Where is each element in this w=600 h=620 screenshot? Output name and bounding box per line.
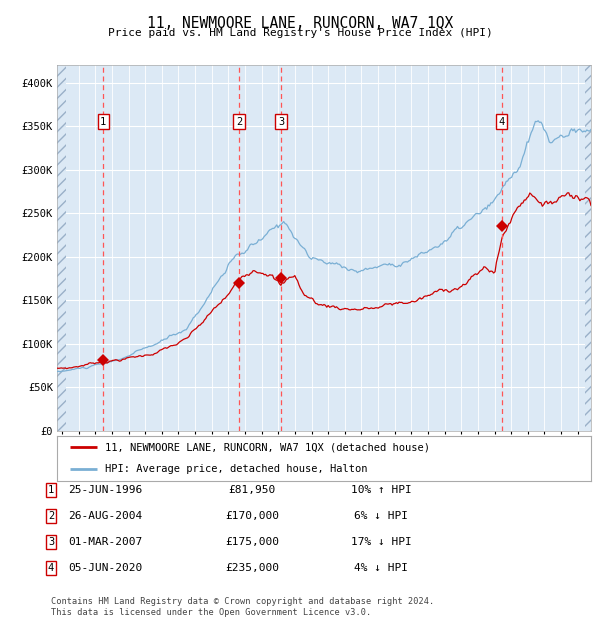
Text: Price paid vs. HM Land Registry's House Price Index (HPI): Price paid vs. HM Land Registry's House …	[107, 28, 493, 38]
Text: 1: 1	[100, 117, 106, 126]
Text: £235,000: £235,000	[225, 563, 279, 573]
Text: 01-MAR-2007: 01-MAR-2007	[68, 537, 142, 547]
Text: 11, NEWMOORE LANE, RUNCORN, WA7 1QX: 11, NEWMOORE LANE, RUNCORN, WA7 1QX	[147, 16, 453, 30]
Text: 10% ↑ HPI: 10% ↑ HPI	[350, 485, 412, 495]
Text: 4% ↓ HPI: 4% ↓ HPI	[354, 563, 408, 573]
Text: 17% ↓ HPI: 17% ↓ HPI	[350, 537, 412, 547]
Text: 11, NEWMOORE LANE, RUNCORN, WA7 1QX (detached house): 11, NEWMOORE LANE, RUNCORN, WA7 1QX (det…	[105, 442, 430, 452]
Text: 6% ↓ HPI: 6% ↓ HPI	[354, 511, 408, 521]
Text: HPI: Average price, detached house, Halton: HPI: Average price, detached house, Halt…	[105, 464, 368, 474]
Text: 4: 4	[48, 563, 54, 573]
Text: £170,000: £170,000	[225, 511, 279, 521]
Text: 3: 3	[48, 537, 54, 547]
Text: 2: 2	[48, 511, 54, 521]
Text: £175,000: £175,000	[225, 537, 279, 547]
Text: Contains HM Land Registry data © Crown copyright and database right 2024.
This d: Contains HM Land Registry data © Crown c…	[51, 598, 434, 617]
Text: 3: 3	[278, 117, 284, 126]
Text: 2: 2	[236, 117, 242, 126]
Text: £81,950: £81,950	[229, 485, 275, 495]
Bar	[57, 65, 66, 431]
Text: 1: 1	[48, 485, 54, 495]
Text: 4: 4	[499, 117, 505, 126]
Text: 25-JUN-1996: 25-JUN-1996	[68, 485, 142, 495]
Bar	[585, 65, 591, 431]
Text: 05-JUN-2020: 05-JUN-2020	[68, 563, 142, 573]
Text: 26-AUG-2004: 26-AUG-2004	[68, 511, 142, 521]
